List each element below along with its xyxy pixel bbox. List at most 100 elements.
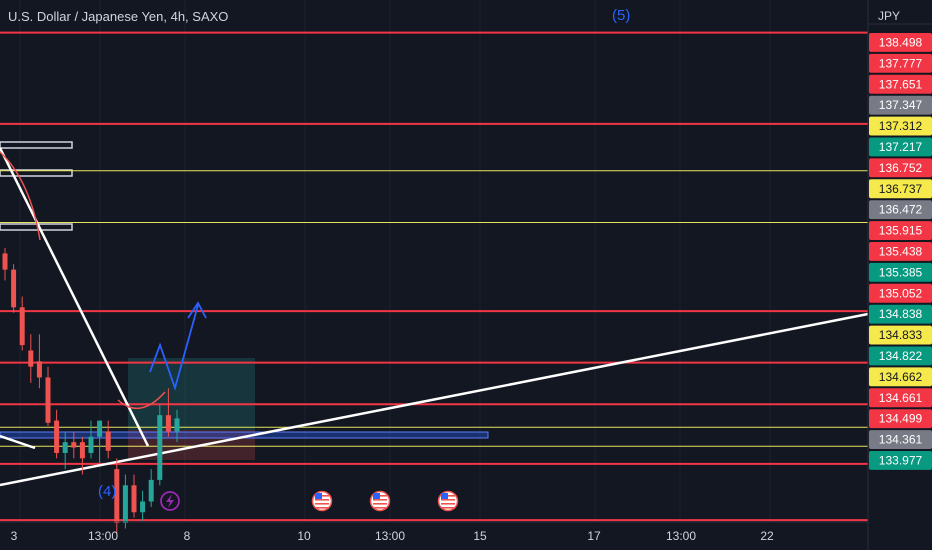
x-tick-label: 13:00 bbox=[375, 529, 405, 543]
candle-body bbox=[79, 442, 85, 459]
wave-annotations: (4) (5) bbox=[98, 7, 630, 500]
flag-canton bbox=[373, 493, 380, 499]
candle-body bbox=[174, 418, 180, 432]
candle-body bbox=[36, 361, 42, 378]
price-tag bbox=[869, 346, 932, 366]
flag-canton bbox=[315, 493, 322, 499]
candle-body bbox=[62, 442, 68, 453]
price-tag-label: 137.651 bbox=[879, 77, 923, 91]
price-tag-label: 136.752 bbox=[879, 161, 923, 175]
short-trend-line bbox=[0, 434, 36, 450]
candle-body bbox=[97, 420, 103, 437]
price-tag-label: 134.833 bbox=[879, 328, 923, 342]
zone-box bbox=[0, 141, 73, 149]
price-tag bbox=[869, 388, 932, 408]
x-tick-label: 13:00 bbox=[666, 529, 696, 543]
candle-body bbox=[28, 350, 34, 367]
candle-body bbox=[131, 485, 137, 513]
price-tag bbox=[869, 200, 932, 220]
price-tag bbox=[869, 116, 932, 136]
candle-body bbox=[2, 253, 8, 270]
price-tag-label: 137.312 bbox=[879, 119, 923, 133]
zone-box bbox=[0, 169, 73, 177]
candle-body bbox=[45, 377, 51, 423]
flag-stripe bbox=[441, 507, 455, 509]
x-tick-label: 17 bbox=[587, 529, 601, 543]
chart-title: U.S. Dollar / Japanese Yen, 4h, SAXO bbox=[8, 9, 229, 24]
flag-stripe bbox=[373, 499, 387, 501]
flag-canton bbox=[441, 493, 448, 499]
flag-stripe bbox=[373, 503, 387, 505]
candle-body bbox=[148, 479, 154, 502]
price-tag-label: 137.777 bbox=[879, 56, 923, 70]
moving-average-curve bbox=[117, 391, 166, 409]
price-tag bbox=[869, 367, 932, 387]
price-tag-label: 137.217 bbox=[879, 140, 923, 154]
x-tick-label: 8 bbox=[184, 529, 191, 543]
x-tick-label: 10 bbox=[297, 529, 311, 543]
price-tag-label: 134.838 bbox=[879, 307, 923, 321]
projection-path bbox=[149, 304, 199, 392]
price-tag-label: 134.499 bbox=[879, 412, 923, 426]
price-tag bbox=[869, 221, 932, 240]
price-tag bbox=[869, 179, 932, 199]
price-tag-label: 136.472 bbox=[879, 203, 923, 217]
flag-stripe bbox=[315, 507, 329, 509]
price-tag-label: 135.915 bbox=[879, 224, 923, 238]
price-tag bbox=[869, 242, 932, 261]
x-tick-label: 22 bbox=[760, 529, 774, 543]
trend-lines bbox=[0, 147, 869, 487]
us-flag-icon bbox=[437, 490, 459, 512]
price-tag-label: 135.385 bbox=[879, 265, 923, 279]
price-tag bbox=[869, 451, 932, 470]
price-tag-label: 133.977 bbox=[879, 454, 923, 468]
price-tag bbox=[869, 304, 932, 324]
x-tick-label: 3 bbox=[11, 529, 18, 543]
horizontal-levels bbox=[0, 31, 868, 522]
wave-label: (4) bbox=[98, 483, 116, 500]
price-tag-label: 136.737 bbox=[879, 182, 923, 196]
axis-unit-label: JPY bbox=[878, 9, 901, 23]
price-tag bbox=[869, 95, 932, 115]
moving-average-curve bbox=[0, 151, 41, 241]
uptrend-line bbox=[0, 312, 869, 487]
price-tag bbox=[869, 137, 932, 157]
price-tag bbox=[869, 53, 932, 73]
flag-stripe bbox=[373, 507, 387, 509]
price-tag-label: 134.661 bbox=[879, 391, 923, 405]
candle-body bbox=[122, 485, 128, 524]
candle-body bbox=[105, 431, 111, 451]
event-icons bbox=[160, 490, 459, 512]
price-tag bbox=[869, 283, 932, 303]
price-tag-label: 135.052 bbox=[879, 286, 923, 300]
price-tag bbox=[869, 158, 932, 178]
x-tick-label: 15 bbox=[473, 529, 487, 543]
price-tag bbox=[869, 430, 932, 449]
candle-body bbox=[140, 501, 146, 513]
candle-body bbox=[165, 415, 171, 432]
price-tag-label: 135.438 bbox=[879, 245, 923, 259]
candle-body bbox=[157, 415, 163, 480]
price-tag bbox=[869, 409, 932, 429]
flag-stripe bbox=[315, 499, 329, 501]
candle-body bbox=[19, 307, 25, 346]
target-zone bbox=[128, 358, 255, 430]
grid bbox=[19, 0, 771, 522]
candle-body bbox=[114, 469, 120, 524]
flag-stripe bbox=[441, 503, 455, 505]
x-tick-label: 13:00 bbox=[88, 529, 118, 543]
us-flag-icon bbox=[369, 490, 391, 512]
downtrend-line bbox=[0, 147, 150, 447]
price-tag bbox=[869, 74, 932, 94]
wave-label: (5) bbox=[612, 7, 630, 24]
candles bbox=[2, 248, 180, 534]
price-tag-label: 137.347 bbox=[879, 98, 923, 112]
candle-body bbox=[71, 442, 77, 448]
flag-stripe bbox=[441, 499, 455, 501]
projection-arrowhead bbox=[187, 301, 207, 319]
price-tag-label: 134.662 bbox=[879, 370, 923, 384]
price-axis: 138.498 137.777 137.651 137.347 137.312 137.2… bbox=[867, 0, 932, 550]
price-tag bbox=[869, 262, 932, 282]
